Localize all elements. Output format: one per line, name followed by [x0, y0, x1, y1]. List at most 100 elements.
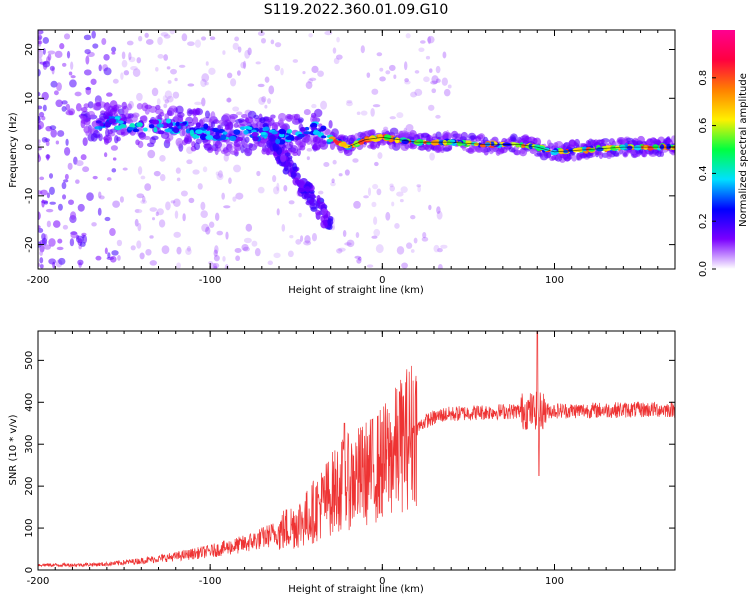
spectrogram-cell — [288, 141, 294, 148]
spectrogram-cell — [162, 95, 168, 102]
spectrogram-cell — [153, 170, 161, 177]
spectrogram-cell — [38, 57, 43, 63]
spectrogram-cell — [376, 52, 383, 57]
spectrogram-cell — [48, 258, 56, 265]
spectrogram-cell — [356, 111, 361, 116]
spectrogram-cell — [435, 78, 441, 83]
spectrogram-cell — [137, 166, 143, 175]
spectrogram-cell — [75, 179, 80, 184]
spectrogram-cell — [299, 141, 307, 148]
spectrogram-cell — [130, 245, 136, 251]
spectrogram-cell — [46, 154, 50, 161]
spectrogram-cell — [292, 151, 298, 157]
spectrogram-cell — [149, 260, 158, 266]
spectrogram-cell — [383, 134, 392, 141]
spectrogram-cell — [157, 36, 163, 46]
spectrogram-cell — [223, 149, 231, 157]
spectrogram-cell — [216, 173, 224, 181]
spectrogram-cell — [575, 147, 583, 152]
spectrogram-cell — [38, 211, 41, 221]
spectrogram-cell — [394, 137, 400, 144]
spectrogram-cell — [370, 108, 375, 117]
spectrogram-cell — [237, 46, 242, 53]
snr-x-tick-label: 100 — [545, 576, 564, 587]
spectrogram-cell — [194, 101, 202, 106]
spectrogram-cell — [373, 228, 381, 237]
spectrogram-cell — [166, 118, 171, 124]
spectrogram-cell — [189, 129, 194, 135]
snr-x-tick-label: -100 — [199, 576, 222, 587]
spectrogram-cell — [234, 248, 242, 253]
spectrogram-cell — [258, 96, 266, 105]
spectrogram-cell — [281, 223, 286, 232]
spectrogram-cell — [56, 82, 62, 91]
spectrogram-cell — [272, 142, 280, 152]
spectrogram-x-tick-label: -200 — [27, 275, 50, 286]
spectrogram-cell — [318, 128, 324, 132]
spectrogram-cell — [134, 218, 139, 227]
spectrogram-cell — [151, 87, 159, 97]
spectrogram-cell — [251, 132, 259, 137]
colorbar-tick-label: 0.8 — [698, 70, 709, 86]
spectrogram-y-tick-label: -20 — [24, 236, 35, 252]
spectrogram-cell — [280, 67, 284, 76]
spectrogram-cell — [121, 59, 128, 68]
spectrogram-cell — [145, 248, 152, 256]
spectrogram-cell — [416, 184, 422, 188]
spectrogram-cell — [144, 183, 152, 191]
spectrogram-x-label: Height of straight line (km) — [288, 285, 424, 296]
spectrogram-cell — [77, 203, 85, 212]
spectrogram-cell — [138, 35, 143, 42]
spectrogram-cell — [163, 103, 168, 109]
spectrogram-cell — [227, 97, 232, 103]
spectrogram-cell — [275, 138, 281, 145]
spectrogram-cell — [278, 128, 286, 135]
spectrogram-cell — [98, 64, 102, 72]
spectrogram-cell — [405, 124, 414, 132]
snr-x-label: Height of straight line (km) — [288, 584, 424, 595]
spectrogram-cell — [112, 157, 117, 161]
spectrogram-cell — [66, 50, 71, 59]
spectrogram-cell — [214, 140, 223, 149]
spectrogram-cell — [170, 200, 176, 204]
spectrogram-cell — [120, 72, 124, 80]
spectrogram-cell — [195, 107, 201, 115]
spectrogram-cell — [428, 104, 435, 111]
spectrogram-cell — [123, 70, 130, 76]
spectrogram-cell — [82, 137, 88, 146]
spectrogram-cell — [292, 177, 300, 186]
snr-y-tick-label: 100 — [24, 519, 35, 538]
spectrogram-cell — [308, 198, 315, 204]
spectrogram-cell — [38, 68, 41, 77]
spectrogram-y-ticks: -20 -10 0 10 20 — [24, 43, 675, 253]
spectrogram-cell — [44, 138, 50, 142]
spectrogram-cell — [53, 90, 59, 96]
spectrogram-cell — [233, 164, 242, 173]
colorbar-tick-label: 0.2 — [698, 213, 709, 229]
spectrogram-cell — [241, 113, 248, 119]
spectrogram-cell — [257, 186, 265, 194]
spectrogram-cell — [332, 159, 337, 165]
spectrogram-cell — [372, 104, 381, 108]
spectrogram-cell — [55, 99, 63, 108]
spectrogram-cell — [174, 77, 178, 82]
spectrogram-cell — [172, 127, 180, 134]
spectrogram-cell — [204, 110, 211, 119]
spectrogram-cell — [58, 257, 66, 265]
spectrogram-cell — [299, 126, 306, 132]
spectrogram-cell — [140, 175, 146, 180]
spectrogram-cell — [38, 30, 42, 37]
spectrogram-cell — [358, 256, 362, 261]
spectrogram-cell — [423, 144, 430, 150]
spectrogram-cell — [103, 152, 108, 158]
spectrogram-cell — [261, 148, 267, 155]
spectrogram-cell — [175, 105, 184, 114]
spectrogram-cell — [41, 91, 49, 101]
spectrogram-cell — [413, 237, 418, 244]
spectrogram-cell — [49, 201, 56, 205]
spectrogram-cell — [205, 61, 209, 66]
spectrogram-cell — [77, 259, 84, 266]
spectrogram-cell — [435, 65, 441, 74]
spectrogram-cell — [375, 244, 384, 254]
